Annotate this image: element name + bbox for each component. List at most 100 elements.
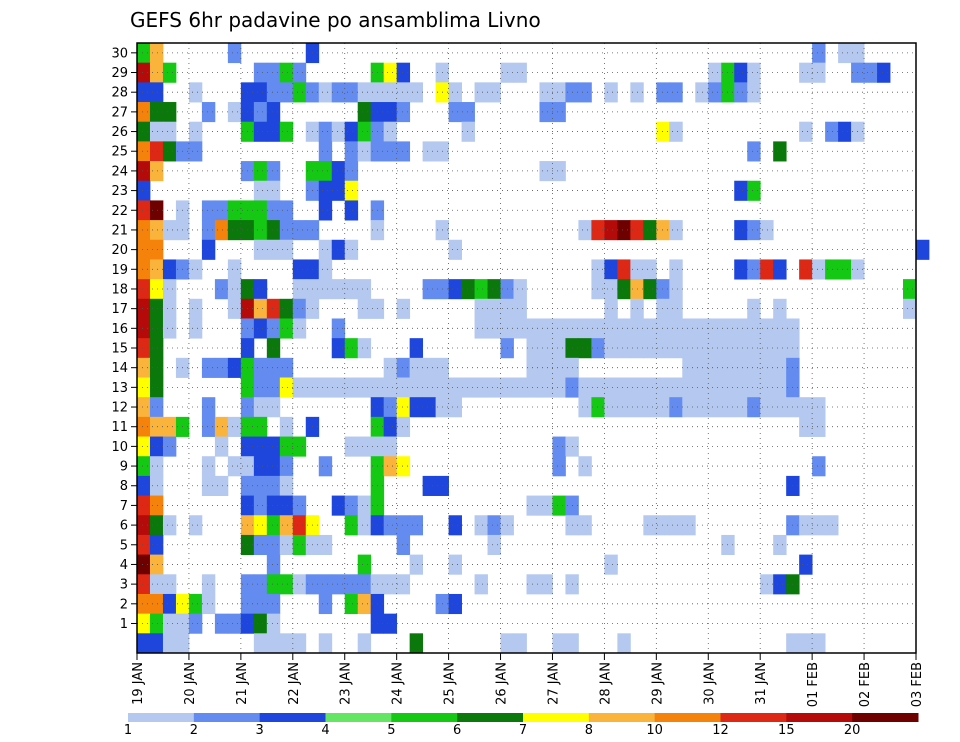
heatmap-cell [318,200,333,221]
heatmap-cell [253,397,268,418]
heatmap-cell [461,377,475,398]
heatmap-cell [357,338,372,359]
heatmap-cell [812,397,826,418]
heatmap-cell [747,357,761,378]
heatmap-cell [383,141,398,162]
y-tick-label: 27 [111,105,128,120]
heatmap-cell [149,102,164,123]
heatmap-cell [201,593,216,615]
heatmap-cell [318,141,333,162]
heatmap-cell [162,298,177,319]
heatmap-cell [617,220,631,241]
heatmap-cell [318,161,333,182]
y-tick-label: 30 [111,46,128,61]
y-tick-label: 12 [111,401,128,416]
heatmap-cell [591,318,605,339]
heatmap-cell [292,318,307,339]
heatmap-cell [760,574,774,595]
heatmap-cell [357,515,372,536]
heatmap-cell [773,318,787,339]
heatmap-cell [825,259,839,280]
heatmap-cell [396,456,411,477]
y-tick-label: 24 [111,164,128,179]
heatmap-cell [357,633,372,654]
heatmap-cell [279,456,294,477]
heatmap-cell [799,416,813,437]
heatmap-cell [903,298,917,319]
heatmap-cell [292,259,307,280]
heatmap-cell [227,613,242,634]
heatmap-cell [734,397,748,418]
heatmap-cell [383,613,398,634]
heatmap-cell [266,220,281,241]
heatmap-cell [903,279,917,300]
heatmap-cell [266,121,281,142]
heatmap-cell [149,121,164,142]
heatmap-cell [799,554,813,575]
heatmap-cell [149,397,164,418]
heatmap-cell [344,121,359,142]
heatmap-cell [318,121,333,142]
heatmap-cell [552,161,566,182]
heatmap-cell [227,43,242,64]
heatmap-cell [318,239,333,260]
colorbar-segment [457,713,524,722]
heatmap-cell [162,613,177,634]
heatmap-cell [643,515,657,536]
heatmap-cell [396,377,411,398]
heatmap-cell [552,456,566,477]
heatmap-cell [552,338,566,359]
heatmap-cell [838,43,852,64]
heatmap-cell [292,377,307,398]
heatmap-cell [747,180,761,201]
heatmap-cell [162,416,177,437]
heatmap-cell [292,298,307,319]
heatmap-cell [266,633,281,654]
heatmap-cell [487,279,501,300]
heatmap-cell [409,357,424,378]
heatmap-cell [383,102,398,123]
heatmap-cell [487,318,501,339]
heatmap-cell [344,377,359,398]
heatmap-cell [656,82,670,103]
heatmap-cell [214,416,229,437]
colorbar-segment [588,713,656,722]
heatmap-cell [669,298,683,319]
heatmap-cell [266,102,281,123]
heatmap-cell [227,220,242,241]
heatmap-cell [318,82,333,103]
heatmap-cell [149,141,164,162]
heatmap-cell [812,259,826,280]
heatmap-cell [279,220,294,241]
heatmap-cell [552,318,566,339]
heatmap-cell [773,141,787,162]
y-tick-label: 14 [111,361,128,376]
heatmap-cell [279,416,294,437]
heatmap-cell [812,62,826,83]
x-axis-date-ticks: 19 JAN 20 JAN 21 JAN 22 JAN 23 JAN 24 JAN 25 J… [131,653,925,707]
heatmap-cell [214,613,229,634]
heatmap-cell [201,397,216,418]
heatmap-cell [669,279,683,300]
colorbar-segment [259,713,326,722]
heatmap-cell [539,318,553,339]
heatmap-cell [422,141,437,162]
heatmap-cell [279,574,294,595]
heatmap-cell [137,82,151,103]
heatmap-cell [396,534,411,556]
heatmap-cell [318,279,333,300]
x-tick-label: 31 JAN [754,662,769,705]
heatmap-cell [253,633,268,654]
heatmap-cell [292,534,307,556]
heatmap-cell [656,318,670,339]
heatmap-cell [188,121,203,142]
y-tick-label: 28 [111,86,128,101]
heatmap-cell [539,82,553,103]
heatmap-cell [266,62,281,83]
colorbar-label: 1 [124,723,132,738]
heatmap-cell [448,102,462,123]
heatmap-cell [682,338,696,359]
heatmap-cell [279,82,294,103]
heatmap-cell [513,318,527,339]
heatmap-cell [695,397,709,418]
